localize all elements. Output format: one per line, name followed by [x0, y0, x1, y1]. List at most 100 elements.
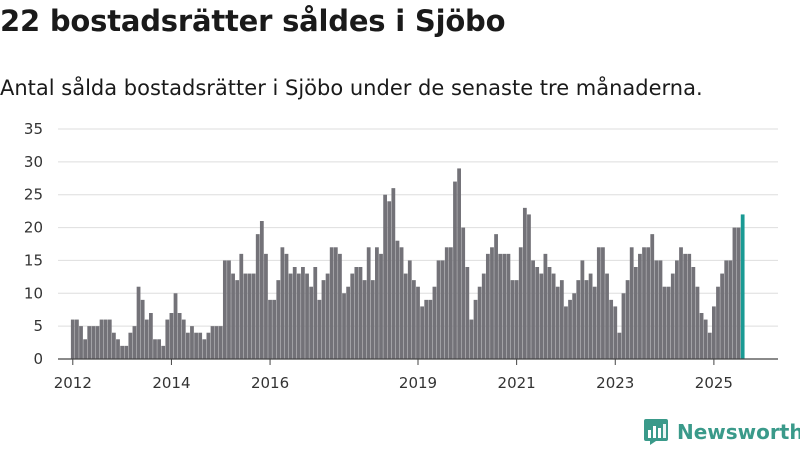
- bar: [601, 247, 605, 359]
- bar: [588, 273, 593, 359]
- y-tick-label: 15: [24, 251, 43, 269]
- bar: [473, 299, 478, 359]
- bar: [222, 260, 227, 359]
- last-value-label: 22: [748, 110, 770, 115]
- bar: [666, 286, 671, 359]
- bar: [539, 273, 544, 359]
- bar: [695, 286, 700, 359]
- bar: [448, 247, 453, 359]
- bar: [490, 247, 494, 359]
- bar: [173, 293, 178, 359]
- bar: [87, 326, 92, 359]
- bar: [296, 273, 301, 359]
- bar: [662, 286, 667, 359]
- y-tick-label: 25: [24, 186, 43, 204]
- bar: [136, 286, 141, 359]
- bar: [658, 260, 663, 359]
- bar: [206, 332, 211, 359]
- bar: [522, 207, 527, 359]
- bar: [202, 339, 207, 359]
- y-tick-label: 20: [24, 219, 43, 237]
- bar: [621, 293, 626, 359]
- bar: [712, 306, 716, 359]
- bar: [576, 280, 581, 359]
- bar: [83, 339, 88, 359]
- bar: [325, 273, 330, 359]
- bar: [231, 273, 235, 359]
- bar: [650, 234, 655, 359]
- bar: [720, 273, 724, 359]
- bar: [272, 299, 277, 359]
- bar: [251, 273, 256, 359]
- bar: [675, 260, 679, 359]
- bar: [625, 280, 630, 359]
- bar: [679, 247, 683, 359]
- bar: [633, 267, 638, 359]
- bar: [301, 267, 305, 359]
- bar: [707, 332, 712, 359]
- bar: [366, 247, 371, 359]
- bar: [350, 273, 355, 359]
- bar: [572, 293, 577, 359]
- bar: [140, 299, 145, 359]
- bar: [259, 221, 264, 359]
- chart-title: 22 bostadsrätter såldes i Sjöbo: [0, 4, 506, 38]
- bar: [309, 286, 314, 359]
- bar: [354, 267, 359, 359]
- bar: [321, 280, 326, 359]
- bars: [70, 168, 745, 359]
- bar: [177, 313, 182, 359]
- bar: [654, 260, 659, 359]
- bar: [440, 260, 445, 359]
- bar: [305, 273, 309, 359]
- bar: [691, 267, 696, 359]
- bar: [132, 326, 137, 359]
- bar: [280, 247, 285, 359]
- bar: [264, 253, 268, 359]
- bar: [116, 339, 120, 359]
- bar: [255, 234, 260, 359]
- bar: [395, 240, 400, 359]
- bar: [559, 280, 564, 359]
- x-tick-label: 2019: [399, 374, 437, 392]
- bar: [592, 286, 597, 359]
- bar: [687, 253, 692, 359]
- bar: [424, 299, 429, 359]
- bar: [584, 280, 589, 359]
- x-tick-label: 2021: [498, 374, 536, 392]
- bar: [161, 345, 166, 359]
- bar: [642, 247, 646, 359]
- bar: [543, 253, 548, 359]
- bar: [461, 227, 466, 359]
- bar: [317, 299, 322, 359]
- bar: [703, 319, 708, 359]
- bar: [716, 286, 720, 359]
- bar: [292, 267, 297, 359]
- bar: [235, 280, 240, 359]
- bar: [514, 280, 519, 359]
- bar: [728, 260, 733, 359]
- bar: [112, 332, 116, 359]
- bar: [169, 313, 174, 359]
- bar: [333, 247, 338, 359]
- bar: [444, 247, 449, 359]
- bar: [527, 214, 531, 359]
- bar: [420, 306, 424, 359]
- bar: [670, 273, 675, 359]
- bar: [358, 267, 363, 359]
- bar: [724, 260, 729, 359]
- bar: [617, 332, 622, 359]
- bar: [362, 280, 367, 359]
- x-tick-label: 2023: [596, 374, 634, 392]
- bar: [144, 319, 149, 359]
- bar: [95, 326, 100, 359]
- bar: [276, 280, 281, 359]
- y-tick-label: 35: [24, 120, 43, 138]
- bar: [70, 319, 75, 359]
- x-tick-label: 2014: [152, 374, 190, 392]
- y-axis-labels: 0 5 10 15 20 25 30 35: [24, 120, 43, 368]
- bar: [469, 319, 474, 359]
- bar: [79, 326, 83, 359]
- x-tick-label: 2012: [54, 374, 92, 392]
